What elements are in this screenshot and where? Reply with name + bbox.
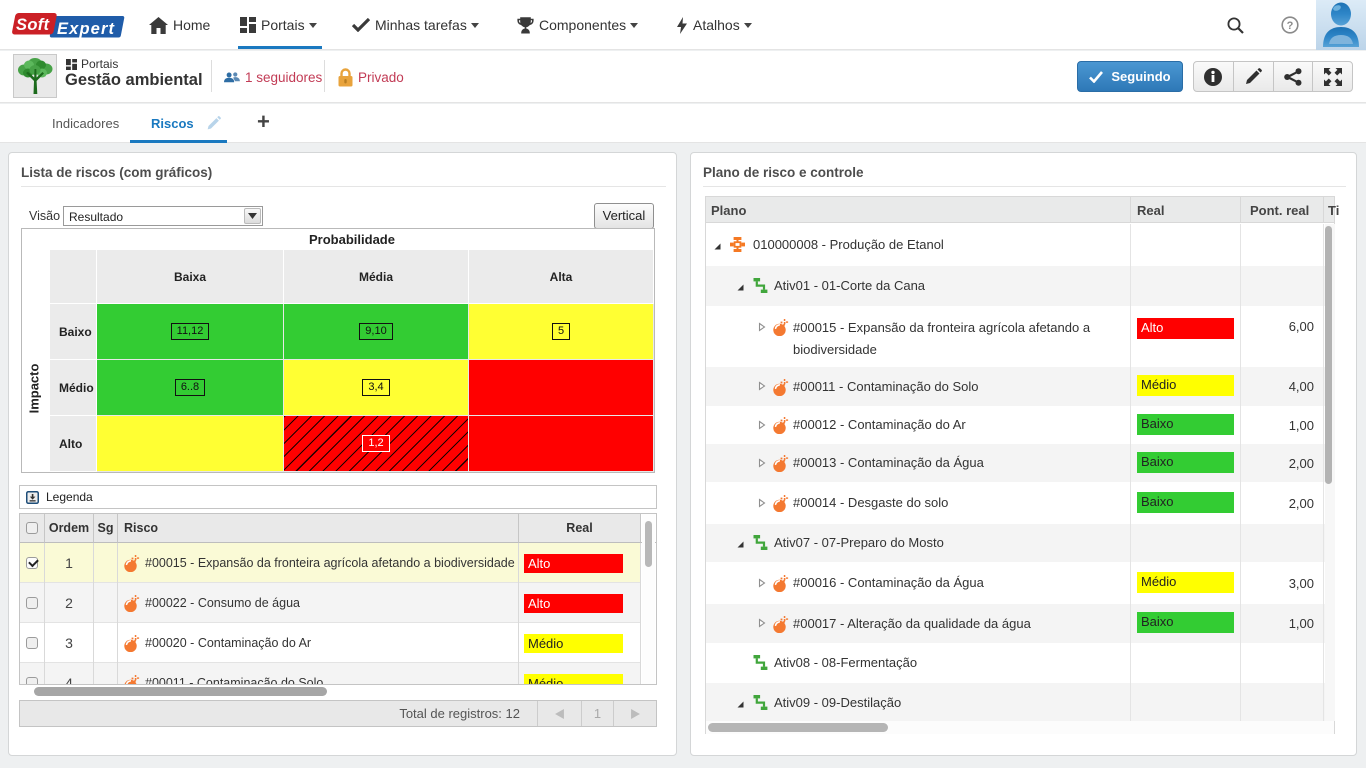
svg-text:Expert: Expert [57, 20, 116, 38]
svg-text:Soft: Soft [16, 16, 51, 34]
svg-text:?: ? [1287, 20, 1294, 32]
